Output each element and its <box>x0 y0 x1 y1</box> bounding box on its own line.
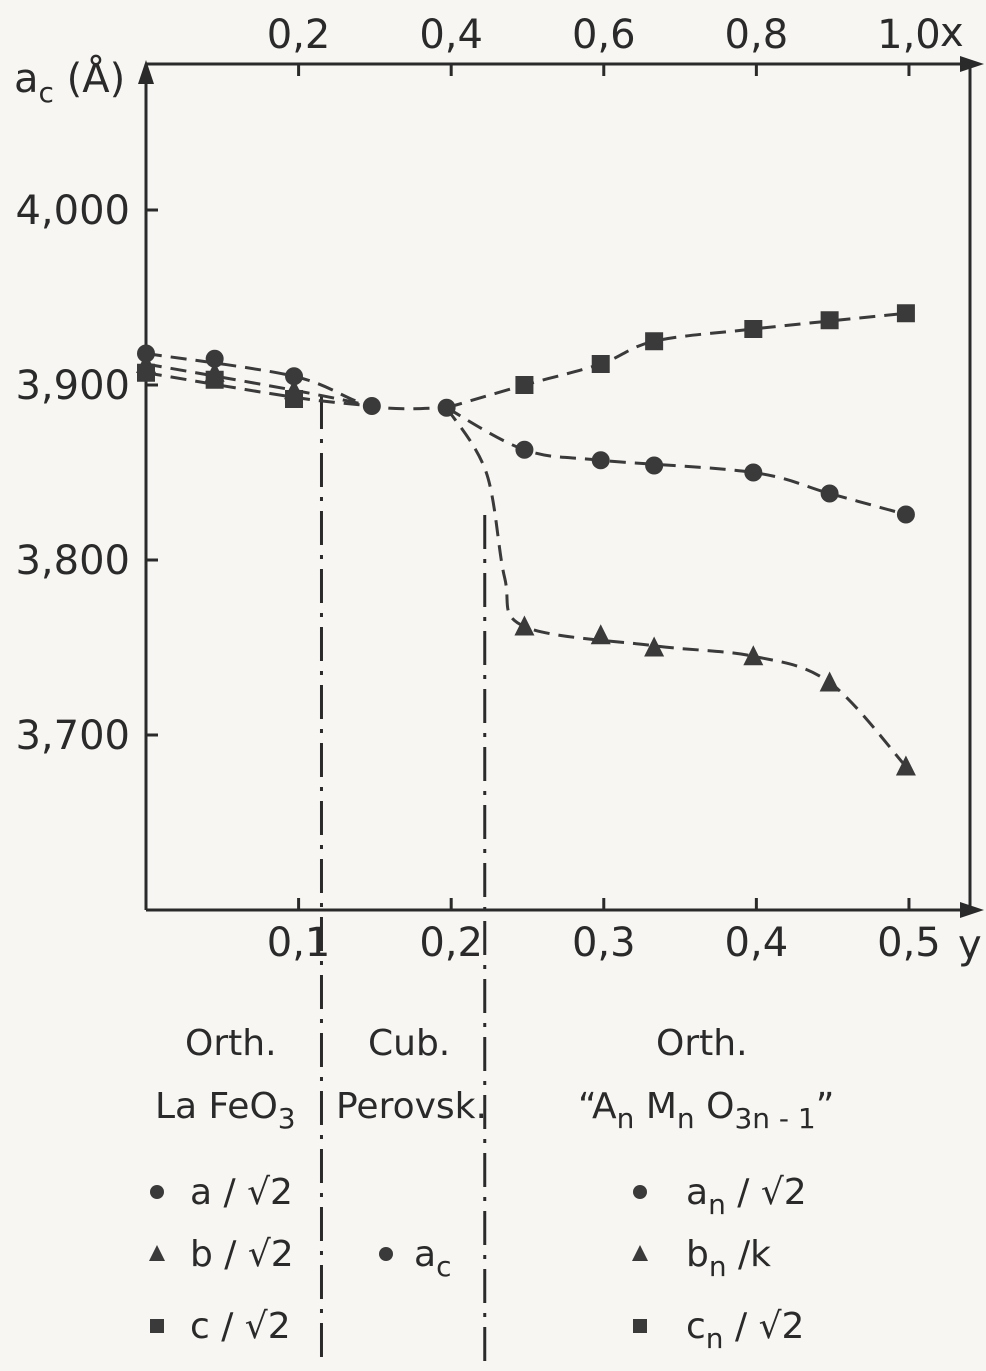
square-data-point <box>205 370 224 389</box>
bottom-ticks: 0,1 0,2 0,3 0,4 0,5 <box>267 898 941 966</box>
triangle-data-point <box>895 755 916 776</box>
top-tick-label: 1,0 <box>877 12 941 58</box>
fit-curve <box>445 406 908 768</box>
legend-orth-right-formula: “An Mn O3n - 1” <box>578 1086 834 1135</box>
top-axis-arrow <box>960 56 984 72</box>
legend-left-label: a / √2 <box>190 1172 293 1213</box>
triangle-data-point <box>514 615 535 636</box>
legend-orth-right-title: Orth. <box>656 1023 748 1064</box>
legend-cubic-subtitle: Perovsk. <box>336 1086 487 1127</box>
y-tick-label: 3,800 <box>15 538 130 584</box>
legend-right-items: an / √2 bn /k cn / √2 <box>632 1172 807 1355</box>
legend-right-circle-marker <box>633 1185 647 1199</box>
fit-curve <box>145 352 447 411</box>
bottom-tick-label: 0,3 <box>572 920 636 966</box>
circle-data-point <box>645 456 664 475</box>
bottom-tick-label: 0,2 <box>419 920 483 966</box>
circle-data-point <box>205 349 224 368</box>
triangle-data-point <box>644 636 665 657</box>
legend-right-square-marker <box>633 1319 647 1333</box>
bottom-axis-arrow <box>960 902 984 918</box>
y-tick-label: 4,000 <box>15 188 130 234</box>
circle-data-point <box>591 451 610 470</box>
circle-data-point <box>820 484 839 503</box>
top-axis-label: x <box>940 10 964 56</box>
legend-cubic-circle-marker <box>379 1247 393 1261</box>
square-data-point <box>645 332 664 351</box>
y-axis-label: ac (Å) <box>14 54 125 109</box>
top-tick-label: 0,6 <box>572 12 636 58</box>
legend-cubic-title: Cub. <box>368 1023 450 1064</box>
square-data-point <box>515 376 534 394</box>
bottom-tick-label: 0,1 <box>267 920 331 966</box>
legend-orth-left-formula: La FeO3 <box>155 1086 296 1135</box>
square-data-point <box>137 363 155 382</box>
legend: Orth. La FeO3 a / √2 b / √2 c / √2 Cub. Pe… <box>149 1023 834 1355</box>
square-data-point <box>285 390 304 408</box>
legend-right-label: cn / √2 <box>686 1306 804 1355</box>
square-data-point <box>591 355 610 373</box>
square-data-point <box>744 320 763 338</box>
fit-curve <box>145 362 373 408</box>
y-tick-label: 3,700 <box>15 713 130 759</box>
top-tick-label: 0,4 <box>419 12 483 58</box>
triangle-data-point <box>819 671 840 692</box>
y-axis-arrow <box>138 60 154 84</box>
circle-data-point <box>285 367 304 386</box>
legend-right-triangle-marker <box>632 1245 648 1261</box>
data-points <box>136 304 916 776</box>
legend-left-label: b / √2 <box>190 1234 294 1275</box>
legend-cubic-label: ac <box>414 1234 451 1283</box>
triangle-data-point <box>743 645 764 666</box>
circle-data-point <box>896 505 915 524</box>
legend-left-square-marker <box>150 1319 164 1333</box>
y-ticks: 4,000 3,900 3,800 3,700 <box>15 188 158 759</box>
legend-left-items: a / √2 b / √2 c / √2 <box>149 1172 294 1347</box>
top-tick-label: 0,8 <box>725 12 789 58</box>
bottom-axis-label: y <box>958 922 982 968</box>
circle-data-point <box>515 440 534 459</box>
phase-dividers <box>144 395 487 1366</box>
circle-data-point <box>437 398 456 417</box>
triangle-data-point <box>590 624 611 645</box>
bottom-tick-label: 0,5 <box>877 920 941 966</box>
square-data-point <box>896 304 915 323</box>
circle-data-point <box>362 397 381 415</box>
fit-curve <box>446 311 907 410</box>
top-tick-label: 0,2 <box>267 12 331 58</box>
square-data-point <box>820 311 839 330</box>
legend-left-label: c / √2 <box>190 1306 291 1347</box>
top-ticks: 0,2 0,4 0,6 0,8 1,0 <box>267 12 941 76</box>
circle-data-point <box>744 463 763 482</box>
bottom-tick-label: 0,4 <box>725 920 789 966</box>
legend-left-triangle-marker <box>149 1245 165 1261</box>
legend-right-label: bn /k <box>686 1234 771 1283</box>
y-tick-label: 3,900 <box>15 363 130 409</box>
fit-curve <box>145 371 373 408</box>
legend-left-circle-marker <box>150 1185 164 1199</box>
legend-orth-left-title: Orth. <box>185 1023 277 1064</box>
legend-right-label: an / √2 <box>686 1172 807 1221</box>
